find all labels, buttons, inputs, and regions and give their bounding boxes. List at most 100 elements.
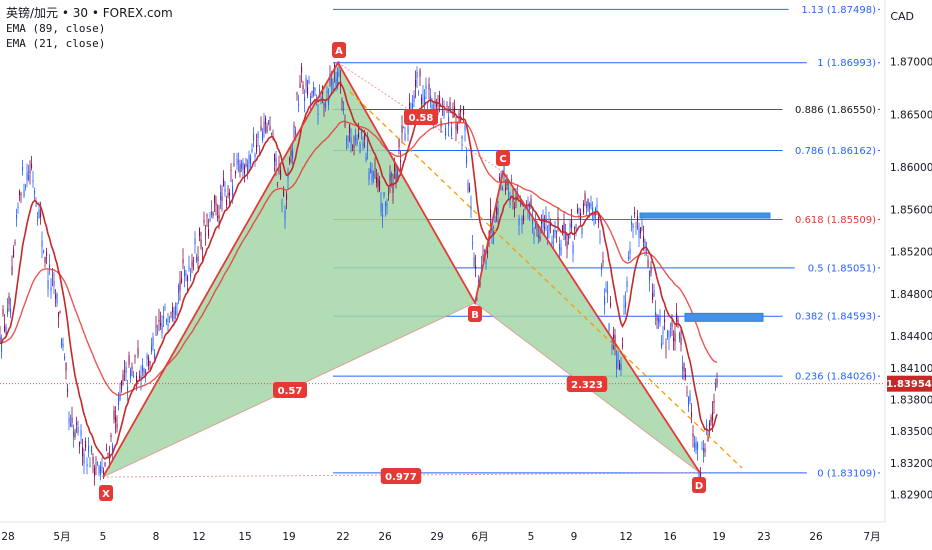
candle-body xyxy=(277,182,279,184)
candle-body xyxy=(260,125,262,130)
candle-body xyxy=(355,137,357,141)
y-tick-label: 1.83500 xyxy=(890,426,932,438)
candle-body xyxy=(424,96,426,105)
candle-body xyxy=(368,171,370,180)
x-tick-label: 7月 xyxy=(863,531,880,543)
x-tick-label: 19 xyxy=(712,531,725,543)
candle-body xyxy=(593,212,595,219)
candle-body xyxy=(583,203,585,213)
candle-body xyxy=(701,448,703,450)
candle-body xyxy=(371,171,373,181)
candle-body xyxy=(134,355,136,358)
candle-body xyxy=(40,212,42,217)
candle-body xyxy=(646,249,648,251)
candle-body xyxy=(538,234,540,239)
candle-body xyxy=(199,228,201,237)
candle-body xyxy=(34,190,36,194)
candle-body xyxy=(154,353,156,359)
candle-body xyxy=(397,167,399,177)
candle-body xyxy=(704,448,706,453)
candle-body xyxy=(116,423,118,428)
candle-body xyxy=(485,260,487,265)
candle-body xyxy=(637,216,639,222)
y-tick-label: 1.86500 xyxy=(890,109,932,121)
candle-body xyxy=(664,319,666,323)
candle-body xyxy=(263,121,265,132)
pattern-bcd-fill xyxy=(475,171,700,473)
ema-89-label[interactable]: EMA (89, close) xyxy=(6,22,106,35)
candle-body xyxy=(209,218,211,221)
candle-body xyxy=(409,102,411,110)
candle-body xyxy=(418,91,420,93)
candle-body xyxy=(80,429,82,436)
zone-box-lower xyxy=(684,312,764,322)
fib-label-bg xyxy=(806,55,878,69)
candle-body xyxy=(119,393,121,400)
candle-body xyxy=(310,95,312,105)
candle-body xyxy=(173,311,175,319)
candle-body xyxy=(673,337,675,342)
candle-body xyxy=(584,193,586,201)
candle-body xyxy=(620,364,622,370)
candle-body xyxy=(53,280,55,287)
fib-label-bg xyxy=(806,465,878,479)
candle-body xyxy=(502,187,504,191)
candle-body xyxy=(682,366,684,369)
candle-body xyxy=(712,412,714,421)
candle-body xyxy=(71,417,73,423)
candle-body xyxy=(325,102,327,108)
candle-body xyxy=(514,207,516,209)
candle-body xyxy=(349,124,351,134)
x-tick-label: 8 xyxy=(153,531,160,543)
fib-level-label: 0.886 (1.86550) xyxy=(795,105,876,116)
candle-body xyxy=(640,227,642,234)
y-tick-label: 1.86000 xyxy=(890,162,932,174)
candle-body xyxy=(103,470,105,477)
trend-line xyxy=(349,91,743,469)
y-tick-label: 1.84400 xyxy=(890,331,932,343)
candle-body xyxy=(529,203,531,211)
candle-body xyxy=(556,232,558,234)
x-tick-label: 9 xyxy=(571,531,578,543)
candle-body xyxy=(238,161,240,163)
candle-body xyxy=(382,213,384,217)
candle-body xyxy=(508,188,510,190)
candle-body xyxy=(496,207,498,215)
fib-label-bg xyxy=(794,260,878,274)
candle-body xyxy=(17,206,19,208)
candle-body xyxy=(472,242,474,244)
candle-body xyxy=(568,236,570,239)
candle-body xyxy=(440,120,442,128)
candle-body xyxy=(74,432,76,437)
candle-body xyxy=(697,443,699,450)
candle-body xyxy=(58,312,60,317)
candle-body xyxy=(634,212,636,214)
pattern-point-label: B xyxy=(471,310,479,321)
candle-body xyxy=(560,247,562,255)
candle-body xyxy=(407,125,409,134)
candle-body xyxy=(683,363,685,372)
candle-body xyxy=(214,194,216,204)
candle-body xyxy=(91,446,93,453)
ema-21-label[interactable]: EMA (21, close) xyxy=(6,37,106,50)
candle-body xyxy=(566,241,568,249)
y-tick-label: 1.83800 xyxy=(890,394,932,406)
candle-body xyxy=(166,319,168,323)
symbol-title[interactable]: 英镑/加元 • 30 • FOREX.com xyxy=(6,6,173,20)
current-price-label: 1.83954 xyxy=(886,379,932,390)
x-tick-label: 12 xyxy=(192,531,205,543)
candle-body xyxy=(358,133,360,138)
candle-body xyxy=(695,441,697,450)
candle-body xyxy=(284,210,286,220)
candle-body xyxy=(470,206,472,210)
candle-body xyxy=(581,227,583,235)
candle-body xyxy=(562,225,564,234)
candle-body xyxy=(419,69,421,77)
candle-body xyxy=(302,85,304,90)
candle-body xyxy=(685,374,687,378)
candle-body xyxy=(604,296,606,305)
candle-body xyxy=(68,417,70,423)
candle-body xyxy=(301,66,303,73)
candle-body xyxy=(643,236,645,243)
